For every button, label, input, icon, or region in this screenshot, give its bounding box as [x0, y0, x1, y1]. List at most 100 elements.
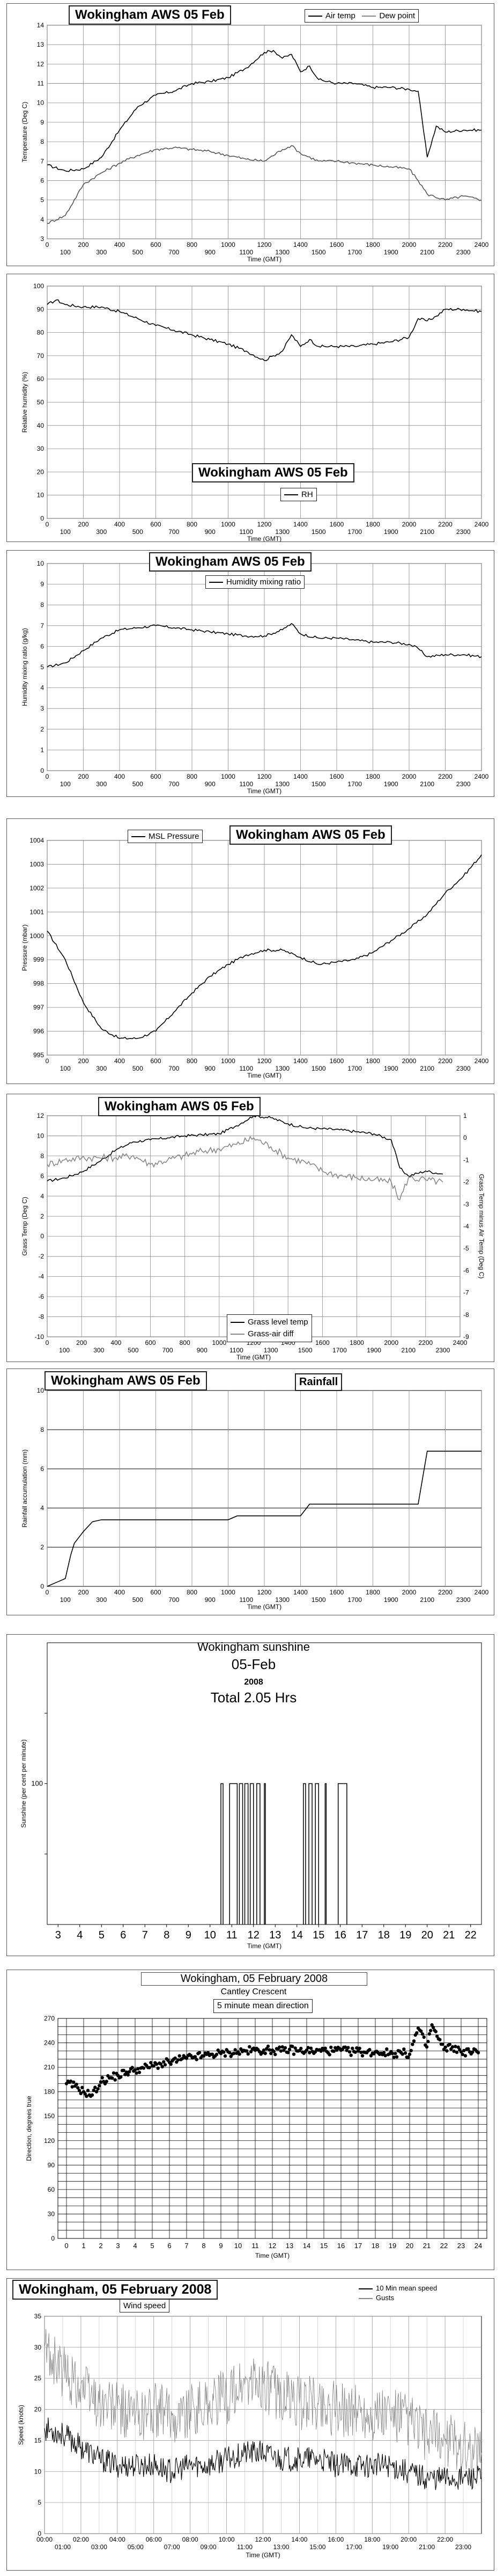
x-tick-label: 400: [110, 1339, 121, 1346]
x-tick-label: 2400: [475, 241, 489, 248]
x-tick-label: 16: [337, 2242, 345, 2250]
direction-point: [94, 2090, 99, 2094]
direction-point: [137, 2070, 142, 2074]
direction-point: [438, 2038, 442, 2041]
direction-point: [85, 2094, 88, 2098]
x-tick-label: 2400: [475, 1057, 489, 1065]
y-tick-label: 60: [37, 375, 45, 383]
x-tick-label: 10: [234, 2242, 242, 2250]
y-tick-label: 10: [37, 492, 45, 499]
direction-point: [323, 2046, 327, 2050]
sunshine-bar: [308, 1783, 313, 1924]
x-axis-label: Time (GMT): [247, 1072, 281, 1079]
x-tick-label: 1200: [257, 241, 272, 248]
sunshine-bar: [303, 1783, 306, 1924]
direction-point: [193, 2055, 197, 2059]
direction-point: [133, 2068, 137, 2072]
x-tick-label: 13:00: [273, 2543, 289, 2551]
x-tick-label: 1100: [239, 248, 253, 256]
x-tick-label: 2100: [420, 1596, 434, 1604]
y-tick-label: -4: [38, 1273, 44, 1280]
x-tick-label: 700: [168, 528, 179, 536]
date-label: 05-Feb: [231, 1656, 276, 1672]
direction-point: [246, 2052, 250, 2056]
y-tick-label: 120: [44, 2137, 55, 2145]
direction-point: [476, 2051, 480, 2054]
direction-point: [443, 2045, 447, 2049]
x-tick-label: 1800: [366, 241, 380, 248]
y-tick-label: 90: [48, 2161, 55, 2169]
direction-point: [112, 2071, 116, 2075]
sunshine-bar: [244, 1783, 249, 1924]
direction-point: [390, 2052, 395, 2055]
direction-point: [149, 2061, 153, 2065]
y-tick-label: 30: [37, 445, 45, 452]
x-tick-label: 800: [187, 241, 197, 248]
y-tick-label: 30: [34, 2344, 42, 2351]
x-tick-label: 1300: [275, 528, 290, 536]
y-tick-label: 15: [34, 2436, 42, 2444]
direction-point: [173, 2056, 177, 2060]
x-tick-label: 1500: [312, 248, 326, 256]
x-tick-label: 2200: [438, 1589, 453, 1596]
direction-point: [147, 2066, 151, 2069]
x-tick-label: 2400: [475, 773, 489, 780]
direction-point: [343, 2045, 347, 2049]
y-tick-label: 6: [40, 642, 44, 650]
x-tick-label: 9: [219, 2242, 223, 2250]
y-tick-label: 998: [33, 980, 44, 987]
x-tick-label: 2000: [402, 1057, 417, 1065]
x-tick-label: 1300: [264, 1346, 278, 1354]
x-tick-label: 2300: [456, 248, 471, 256]
direction-point: [359, 2051, 363, 2054]
y-tick-label: 8: [40, 1152, 44, 1160]
direction-point: [356, 2049, 360, 2053]
direction-point: [130, 2066, 134, 2069]
x-tick-label: 1500: [312, 528, 326, 536]
x-tick-label: 1400: [293, 773, 308, 780]
x-axis-label: Time (GMT): [236, 1353, 271, 1361]
x-tick-label: 2: [99, 2242, 102, 2250]
x-tick-label: 02:00: [73, 2536, 89, 2543]
direction-point: [184, 2057, 189, 2060]
y-tick-label: 8: [40, 1426, 44, 1433]
y-tick-label: 995: [33, 1051, 44, 1059]
x-axis-label: Time (GMT): [247, 1603, 281, 1611]
direction-point: [385, 2047, 389, 2051]
x-tick-label: 05:00: [128, 2543, 144, 2551]
direction-point: [268, 2048, 271, 2052]
y2-tick-label: -3: [463, 1201, 469, 1208]
y-tick-label: 11: [38, 80, 45, 87]
direction-point: [452, 2050, 456, 2053]
direction-point: [154, 2062, 159, 2066]
x-tick-label: 6: [167, 2242, 171, 2250]
sunshine-bar: [249, 1783, 254, 1924]
x-tick-label: 2200: [418, 1339, 433, 1346]
x-tick-label: 700: [168, 1065, 179, 1072]
wind-speed-svg: 0 5 10 15 20 25 30 35 00:00 02:00 04:00 06:00 08:00 1…: [17, 2312, 482, 2559]
direction-point: [450, 2045, 455, 2049]
x-tick-label: 700: [168, 248, 179, 256]
x-tick-label: 20: [406, 2242, 413, 2250]
direction-point: [358, 2046, 361, 2050]
x-tick-label: 800: [187, 521, 197, 528]
direction-point: [75, 2082, 78, 2087]
x-tick-label: 5: [99, 1929, 105, 1941]
y-tick-label: 2: [40, 1212, 44, 1220]
y2-tick-label: -6: [463, 1267, 469, 1274]
direction-point: [425, 2045, 429, 2049]
x-tick-label: 300: [93, 1346, 104, 1354]
x-tick-label: 2400: [475, 521, 489, 528]
chart-legend: RH: [280, 488, 317, 501]
x-tick-label: 500: [132, 1065, 143, 1072]
x-tick-label: 9: [186, 1929, 191, 1941]
x-tick-label: 1600: [330, 521, 344, 528]
x-tick-label: 1500: [298, 1346, 313, 1354]
series-line: [47, 854, 482, 1040]
direction-point: [448, 2043, 451, 2046]
x-tick-label: 1100: [239, 1065, 253, 1072]
y-tick-label: 1002: [29, 884, 44, 892]
direction-point: [227, 2051, 232, 2054]
direction-point: [261, 2051, 264, 2055]
